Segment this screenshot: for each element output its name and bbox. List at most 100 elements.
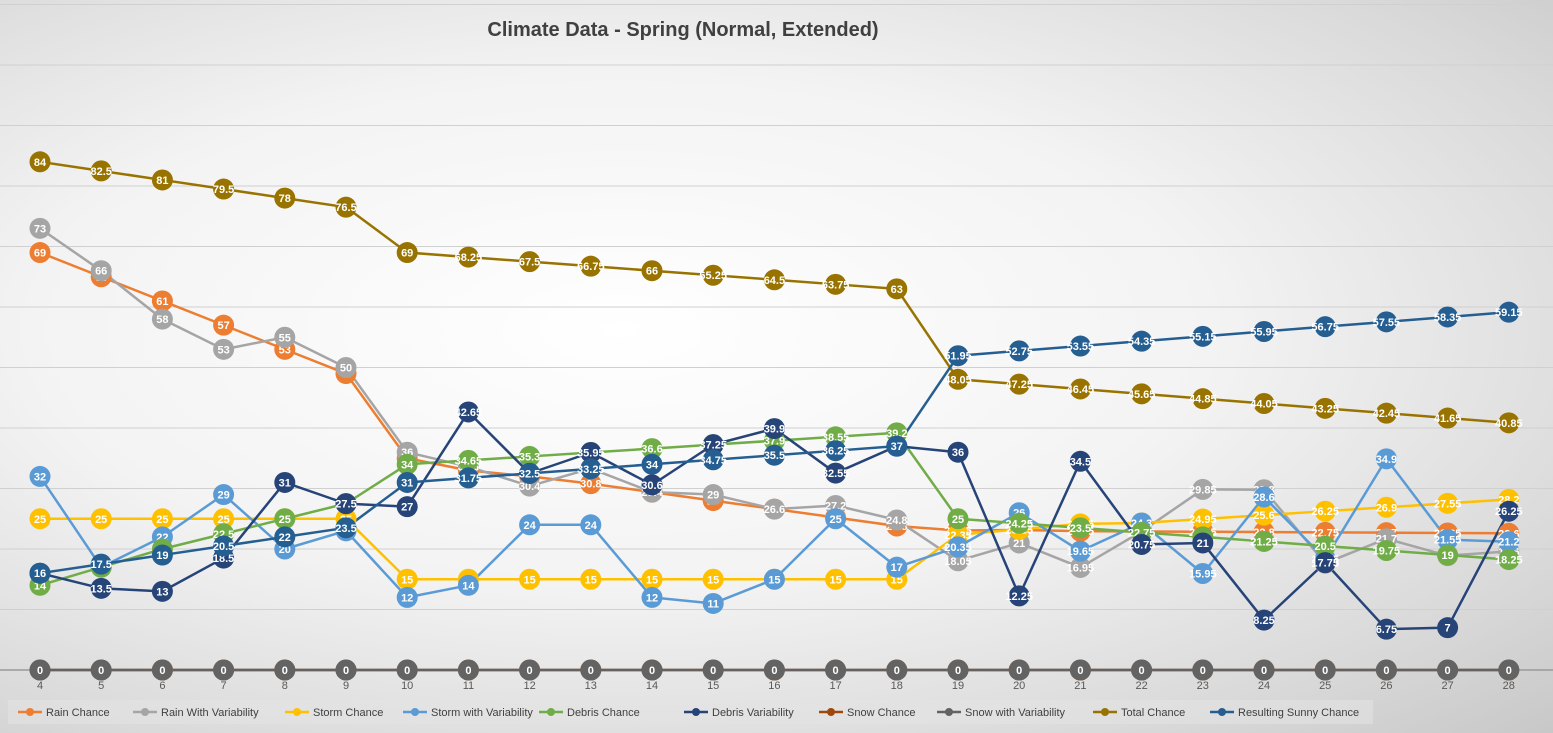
data-point-snow-with-variability xyxy=(763,659,785,681)
data-label-resulting-sunny-chance: 59.15 xyxy=(1495,307,1523,319)
data-point-storm-chance xyxy=(1375,496,1397,518)
data-label-rain-with-variability: 55 xyxy=(279,332,291,344)
data-label-resulting-sunny-chance: 17.5 xyxy=(90,559,111,571)
data-label-storm-chance: 25.6 xyxy=(1253,510,1274,522)
data-point-storm-with-variability xyxy=(1253,486,1275,508)
data-point-rain-chance xyxy=(213,314,235,336)
legend-label-snow-with-variability: Snow with Variability xyxy=(965,707,1066,719)
x-tick-label: 9 xyxy=(343,680,349,692)
data-point-total-chance xyxy=(151,169,173,191)
data-label-resulting-sunny-chance: 55.15 xyxy=(1189,331,1217,343)
data-point-storm-chance xyxy=(1437,492,1459,514)
data-point-rain-with-variability xyxy=(151,308,173,330)
data-point-debris-chance xyxy=(1008,512,1030,534)
data-point-debris-chance xyxy=(1437,544,1459,566)
data-label-total-chance: 42.45 xyxy=(1373,408,1401,420)
data-point-storm-with-variability xyxy=(947,536,969,558)
data-point-total-chance xyxy=(1375,402,1397,424)
data-label-storm-chance: 25 xyxy=(156,514,168,526)
data-label-debris-chance: 37.9 xyxy=(764,436,785,448)
data-label-storm-chance: 15 xyxy=(523,574,535,586)
x-tick-label: 5 xyxy=(98,680,104,692)
data-label-resulting-sunny-chance: 35.5 xyxy=(764,450,785,462)
data-point-rain-with-variability xyxy=(274,326,296,348)
data-label-rain-with-variability: 66 xyxy=(95,266,107,278)
data-point-snow-with-variability xyxy=(29,659,51,681)
data-label-snow-with-variability: 0 xyxy=(465,665,471,677)
data-label-debris-chance: 34.65 xyxy=(455,455,483,467)
data-point-resulting-sunny-chance xyxy=(702,449,724,471)
data-label-snow-with-variability: 0 xyxy=(1322,665,1328,677)
data-label-total-chance: 79.5 xyxy=(213,184,234,196)
data-label-resulting-sunny-chance: 33.25 xyxy=(577,464,605,476)
data-label-storm-with-variability: 21.2 xyxy=(1498,537,1519,549)
x-tick-label: 24 xyxy=(1258,680,1270,692)
data-label-snow-with-variability: 0 xyxy=(1077,665,1083,677)
data-label-total-chance: 67.5 xyxy=(519,257,540,269)
data-label-resulting-sunny-chance: 52.75 xyxy=(1005,346,1033,358)
data-label-storm-with-variability: 19.65 xyxy=(1067,546,1095,558)
data-point-total-chance xyxy=(274,187,296,209)
x-tick-label: 8 xyxy=(282,680,288,692)
data-point-snow-with-variability xyxy=(213,659,235,681)
data-point-snow-with-variability xyxy=(947,659,969,681)
legend-swatch-marker-total-chance xyxy=(1101,708,1109,716)
data-point-storm-with-variability xyxy=(457,574,479,596)
data-label-debris-variability: 13 xyxy=(156,586,168,598)
data-point-resulting-sunny-chance xyxy=(1008,340,1030,362)
series-markers: 0000000000000000000000000000000000000000… xyxy=(29,151,1523,681)
x-tick-label: 6 xyxy=(159,680,165,692)
data-label-resulting-sunny-chance: 54.35 xyxy=(1128,336,1156,348)
data-label-debris-variability: 42.65 xyxy=(455,407,483,419)
data-label-debris-variability: 32.55 xyxy=(822,468,850,480)
data-point-snow-with-variability xyxy=(519,659,541,681)
data-point-total-chance xyxy=(886,278,908,300)
data-label-total-chance: 47.25 xyxy=(1005,379,1033,391)
data-label-rain-chance: 61 xyxy=(156,296,168,308)
data-point-storm-chance xyxy=(641,568,663,590)
data-point-snow-with-variability xyxy=(1375,659,1397,681)
data-point-rain-with-variability xyxy=(886,509,908,531)
data-point-total-chance xyxy=(1069,378,1091,400)
data-point-total-chance xyxy=(90,160,112,182)
data-label-debris-variability: 34.5 xyxy=(1070,456,1091,468)
data-point-snow-with-variability xyxy=(580,659,602,681)
legend-swatch-marker-snow-chance xyxy=(827,708,835,716)
data-point-storm-with-variability xyxy=(1069,540,1091,562)
data-point-storm-chance xyxy=(90,508,112,530)
data-point-snow-with-variability xyxy=(90,659,112,681)
data-point-storm-chance xyxy=(151,508,173,530)
data-label-debris-chance: 36.6 xyxy=(641,444,662,456)
data-point-resulting-sunny-chance xyxy=(1069,335,1091,357)
data-point-storm-chance xyxy=(580,568,602,590)
data-label-storm-chance: 24.95 xyxy=(1189,514,1217,526)
data-point-rain-chance xyxy=(29,242,51,264)
data-point-storm-chance xyxy=(396,568,418,590)
data-label-total-chance: 69 xyxy=(401,248,413,260)
data-point-snow-with-variability xyxy=(335,659,357,681)
data-label-resulting-sunny-chance: 51.95 xyxy=(944,351,972,363)
series-lines xyxy=(38,160,1510,672)
data-label-total-chance: 81 xyxy=(156,175,168,187)
legend-label-total-chance: Total Chance xyxy=(1121,707,1185,719)
data-point-rain-with-variability xyxy=(702,484,724,506)
data-label-debris-variability: 27 xyxy=(401,502,413,514)
data-point-storm-chance xyxy=(702,568,724,590)
data-label-storm-with-variability: 20.35 xyxy=(944,542,972,554)
data-point-snow-with-variability xyxy=(886,659,908,681)
data-point-resulting-sunny-chance xyxy=(580,458,602,480)
data-point-rain-with-variability xyxy=(763,498,785,520)
legend-swatch-marker-rain-chance xyxy=(26,708,34,716)
data-point-debris-variability xyxy=(1008,585,1030,607)
data-label-storm-with-variability: 20 xyxy=(279,544,291,556)
data-point-debris-chance xyxy=(1498,549,1520,571)
data-point-resulting-sunny-chance xyxy=(825,440,847,462)
data-point-resulting-sunny-chance xyxy=(763,444,785,466)
data-label-storm-with-variability: 15 xyxy=(768,574,780,586)
data-label-storm-with-variability: 34.9 xyxy=(1376,454,1397,466)
legend: Rain Chance Rain With Variability Storm Ch… xyxy=(8,700,1373,724)
data-point-storm-chance xyxy=(213,508,235,530)
data-label-resulting-sunny-chance: 23.5 xyxy=(335,523,356,535)
data-point-snow-with-variability xyxy=(702,659,724,681)
data-label-snow-with-variability: 0 xyxy=(588,665,594,677)
